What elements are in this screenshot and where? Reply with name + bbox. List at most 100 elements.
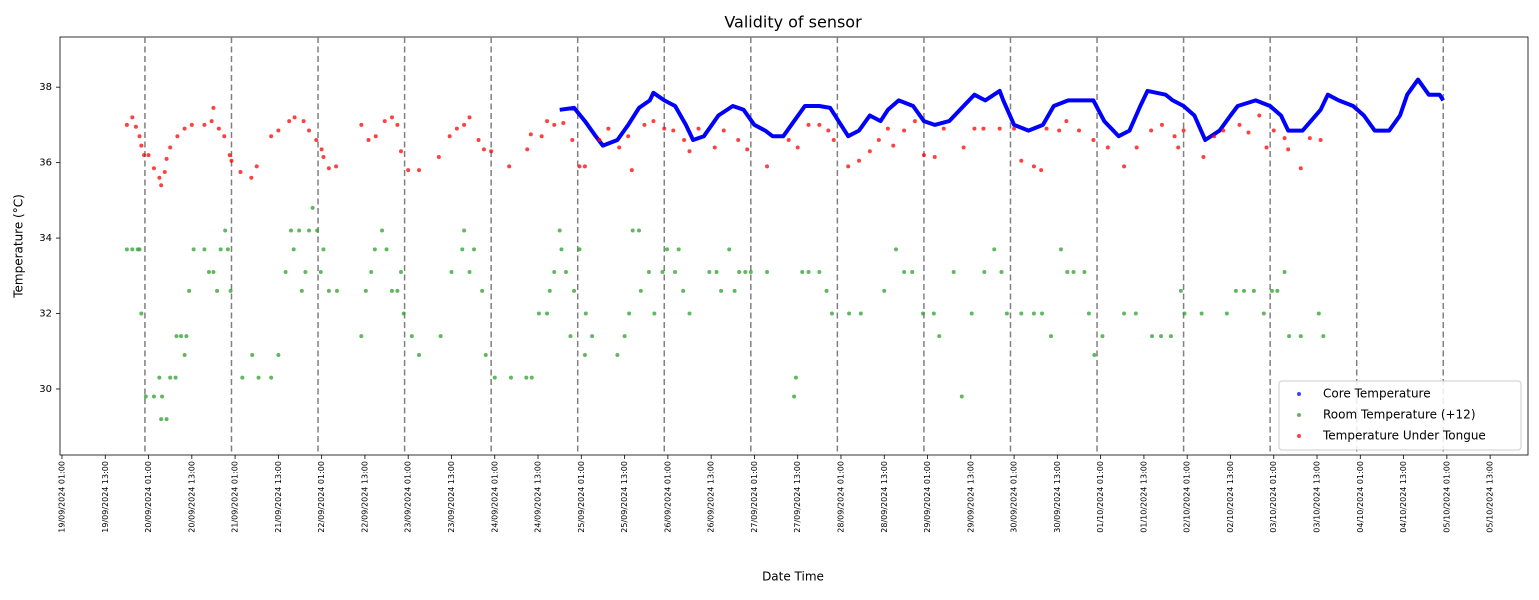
- data: [124, 77, 1445, 422]
- point: [334, 288, 339, 293]
- point: [910, 270, 915, 275]
- point: [721, 128, 726, 133]
- point: [1065, 270, 1070, 275]
- point: [238, 170, 243, 175]
- point: [577, 247, 582, 252]
- point: [472, 247, 477, 252]
- point: [1246, 130, 1251, 135]
- point: [366, 137, 371, 142]
- point: [1064, 119, 1069, 124]
- point: [1049, 334, 1054, 339]
- legend-label: Temperature Under Tongue: [1322, 429, 1486, 443]
- point: [786, 137, 791, 142]
- x-tick-label: 25/09/2024 13:00: [620, 461, 629, 533]
- point: [480, 288, 485, 293]
- point: [1058, 247, 1063, 252]
- x-tick-label: 26/09/2024 01:00: [663, 461, 672, 533]
- point: [707, 270, 712, 275]
- y-tick-label: 38: [39, 82, 52, 93]
- point: [1221, 128, 1226, 133]
- point: [857, 158, 862, 163]
- point: [326, 288, 331, 293]
- point: [570, 137, 575, 142]
- point: [627, 311, 632, 316]
- point: [1224, 311, 1229, 316]
- point: [227, 153, 232, 158]
- point: [671, 128, 676, 133]
- point: [847, 311, 852, 316]
- point: [398, 149, 403, 154]
- point: [288, 228, 293, 233]
- y-tick-label: 30: [39, 384, 52, 395]
- point: [545, 311, 550, 316]
- point: [1071, 270, 1076, 275]
- point: [831, 137, 836, 142]
- point: [1257, 113, 1262, 118]
- point: [617, 145, 622, 150]
- x-tick-label: 20/09/2024 13:00: [187, 461, 196, 533]
- point: [143, 394, 148, 399]
- legend-label: Room Temperature (+12): [1323, 408, 1476, 422]
- x-tick-label: 19/09/2024 13:00: [101, 461, 110, 533]
- point: [1082, 270, 1087, 275]
- point: [727, 247, 732, 252]
- point: [557, 228, 562, 233]
- legend-marker: [1297, 392, 1301, 396]
- point: [1004, 311, 1009, 316]
- point: [168, 375, 173, 380]
- point: [417, 353, 422, 358]
- point: [1298, 166, 1303, 171]
- point: [737, 270, 742, 275]
- point: [743, 270, 748, 275]
- point: [174, 334, 179, 339]
- point: [826, 128, 831, 133]
- point: [481, 147, 486, 152]
- point: [1133, 311, 1138, 316]
- x-tick-label: 28/09/2024 13:00: [880, 461, 889, 533]
- x-tick-label: 04/10/2024 01:00: [1356, 461, 1365, 533]
- point: [961, 145, 966, 150]
- point: [228, 288, 233, 293]
- point: [229, 158, 234, 163]
- point: [1264, 145, 1269, 150]
- point: [1149, 128, 1154, 133]
- legend-marker: [1297, 434, 1301, 438]
- point: [283, 270, 288, 275]
- point: [1316, 311, 1321, 316]
- point: [249, 175, 254, 180]
- point: [912, 119, 917, 124]
- point: [287, 119, 292, 124]
- point: [582, 164, 587, 169]
- point: [276, 128, 281, 133]
- point: [291, 247, 296, 252]
- point: [1261, 311, 1266, 316]
- point: [1031, 164, 1036, 169]
- x-tick-label: 30/09/2024 01:00: [1010, 461, 1019, 533]
- point: [563, 270, 568, 275]
- point: [622, 334, 627, 339]
- point: [1251, 288, 1256, 293]
- point: [206, 270, 211, 275]
- point: [215, 288, 220, 293]
- point: [297, 228, 302, 233]
- point: [582, 353, 587, 358]
- point: [137, 134, 142, 139]
- point: [489, 149, 494, 154]
- point: [187, 288, 192, 293]
- point: [1321, 334, 1326, 339]
- day-lines: [144, 37, 1444, 455]
- point: [637, 228, 642, 233]
- point: [1086, 311, 1091, 316]
- point: [173, 375, 178, 380]
- point: [1100, 334, 1105, 339]
- legend-marker: [1297, 413, 1301, 417]
- point: [359, 334, 364, 339]
- point: [1201, 154, 1206, 159]
- point: [1092, 353, 1097, 358]
- x-tick-label: 05/10/2024 13:00: [1486, 461, 1495, 533]
- point: [124, 247, 129, 252]
- point: [1150, 334, 1155, 339]
- x-tick-label: 20/09/2024 01:00: [144, 461, 153, 533]
- x-tick-label: 02/10/2024 13:00: [1226, 461, 1235, 533]
- point: [460, 247, 465, 252]
